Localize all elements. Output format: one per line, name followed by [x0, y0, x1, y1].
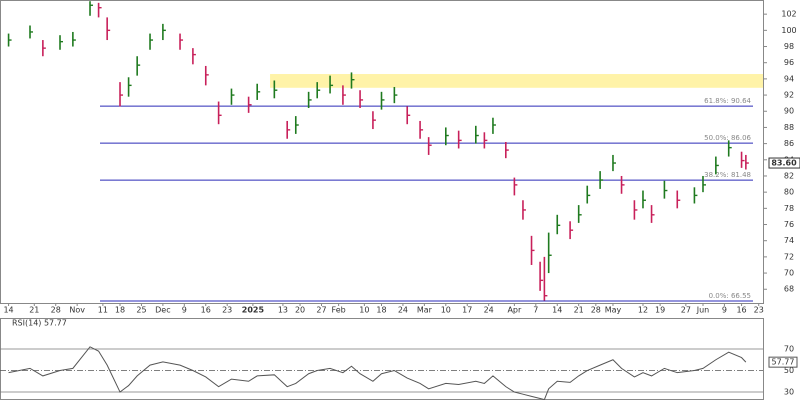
x-tick-label: 14 — [3, 306, 13, 315]
x-tick-label: 16 — [201, 306, 211, 315]
x-tick-label: 27 — [316, 306, 326, 315]
last-rsi-label: 57.77 — [772, 358, 795, 367]
x-tick-label: 28 — [51, 306, 61, 315]
y-tick-label: 70 — [784, 269, 794, 278]
resistance-zone — [270, 74, 763, 88]
y-tick-label: 102 — [781, 10, 796, 19]
rsi-title: RSI(14) 57.77 — [12, 319, 67, 328]
last-price-box — [768, 157, 800, 169]
fib-label: 50.0%: 86.06 — [704, 134, 751, 142]
x-tick-label: 20 — [295, 306, 305, 315]
x-tick-label: 21 — [29, 306, 39, 315]
x-tick-label: 23 — [754, 306, 764, 315]
y-tick-label: 100 — [781, 26, 796, 35]
y-tick-label: 90 — [784, 107, 794, 116]
x-tick-label: 2025 — [242, 306, 265, 315]
y-tick-label: 88 — [784, 123, 794, 132]
x-tick-label: 25 — [136, 306, 146, 315]
y-tick-label: 80 — [784, 188, 794, 197]
x-tick-label: 9 — [182, 306, 187, 315]
y-tick-label: 68 — [784, 285, 794, 294]
fib-label: 61.8%: 90.64 — [704, 97, 751, 105]
x-tick-label: 9 — [722, 306, 727, 315]
x-tick-label: Dec — [155, 306, 170, 315]
y-tick-label: 78 — [784, 204, 794, 213]
x-tick-label: 24 — [398, 306, 408, 315]
x-tick-label: 10 — [359, 306, 369, 315]
y-tick-label: 76 — [784, 220, 794, 229]
y-tick-label: 72 — [784, 252, 794, 261]
x-tick-label: Mar — [417, 306, 433, 315]
last-price-label: 83.60 — [771, 159, 797, 168]
fib-label: 38.2%: 81.48 — [704, 171, 751, 179]
x-tick-label: 13 — [278, 306, 288, 315]
x-tick-label: 24 — [484, 306, 494, 315]
x-tick-label: May — [605, 306, 622, 315]
x-tick-label: 18 — [115, 306, 125, 315]
x-tick-label: 10 — [441, 306, 451, 315]
x-tick-label: 21 — [574, 306, 584, 315]
x-tick-label: 19 — [655, 306, 665, 315]
y-tick-label: 96 — [784, 58, 794, 67]
x-tick-label: Apr — [507, 306, 522, 315]
last-rsi-box — [768, 356, 798, 368]
x-tick-label: 14 — [552, 306, 562, 315]
fib-label: 0.0%: 66.55 — [709, 292, 751, 300]
x-tick-label: Nov — [69, 306, 85, 315]
y-tick-label: 74 — [784, 236, 794, 245]
x-tick-label: 7 — [533, 306, 538, 315]
x-tick-label: Jun — [696, 306, 710, 315]
y-tick-label: 30 — [784, 388, 794, 397]
y-tick-label: 86 — [784, 139, 794, 148]
x-tick-label: 28 — [591, 306, 601, 315]
x-tick-label: 18 — [376, 306, 386, 315]
x-tick-label: 17 — [462, 306, 472, 315]
x-tick-label: 27 — [681, 306, 691, 315]
x-tick-label: 11 — [98, 306, 108, 315]
y-tick-label: 98 — [784, 42, 794, 51]
x-tick-label: 16 — [736, 306, 746, 315]
y-tick-label: 92 — [784, 91, 794, 100]
x-tick-label: Feb — [332, 306, 346, 315]
y-tick-label: 82 — [784, 171, 794, 180]
x-tick-label: 23 — [222, 306, 232, 315]
y-tick-label: 50 — [784, 366, 794, 375]
y-tick-label: 70 — [784, 344, 794, 353]
rsi-line — [8, 346, 747, 400]
y-tick-label: 94 — [784, 74, 794, 83]
x-tick-label: 12 — [638, 306, 648, 315]
